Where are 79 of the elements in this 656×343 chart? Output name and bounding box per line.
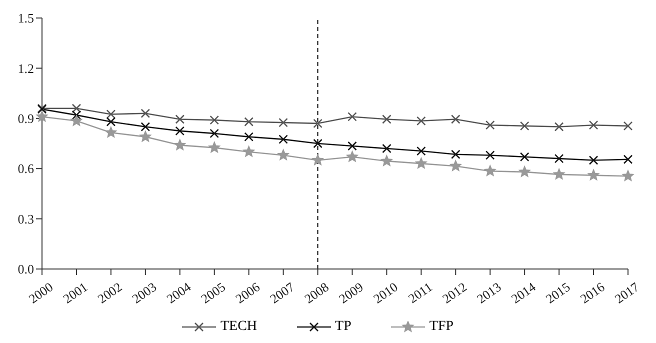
point <box>140 122 150 132</box>
legend-label: TFP <box>429 319 454 335</box>
point <box>174 140 186 150</box>
point <box>312 154 324 165</box>
point <box>210 128 220 138</box>
point <box>623 154 633 164</box>
point <box>71 115 82 126</box>
legend-label: TP <box>335 319 352 335</box>
point <box>278 134 288 144</box>
point <box>588 170 599 180</box>
point <box>382 114 392 124</box>
point <box>554 122 564 132</box>
point <box>450 114 460 124</box>
point <box>485 120 495 130</box>
point <box>519 166 530 177</box>
point <box>106 126 116 138</box>
x-tick-label: 2010 <box>370 279 400 306</box>
legend-label: TECH <box>220 319 258 335</box>
point <box>554 154 564 164</box>
point <box>554 168 564 180</box>
point <box>416 158 427 168</box>
x-tick-label: 2009 <box>336 279 366 306</box>
point <box>450 160 462 171</box>
x-tick-label: 2002 <box>94 279 125 306</box>
point <box>348 112 357 122</box>
point <box>348 141 357 151</box>
point <box>520 152 530 162</box>
x-tick-label: 2003 <box>129 279 160 306</box>
point <box>175 114 185 124</box>
y-tick-label: 0.6 <box>18 161 34 176</box>
point <box>588 120 598 130</box>
x-tick-label: 2004 <box>164 278 194 306</box>
x-tick-label: 2016 <box>577 278 608 306</box>
x-tick-label: 2005 <box>198 279 228 306</box>
point <box>36 111 48 122</box>
point <box>520 121 530 131</box>
y-tick-label: 0.3 <box>18 211 34 226</box>
point <box>244 132 254 142</box>
x-tick-label: 2015 <box>542 279 573 306</box>
point <box>210 115 220 125</box>
point <box>140 131 151 142</box>
x-tick-label: 2007 <box>267 278 298 306</box>
y-tick-label: 1.5 <box>18 10 34 26</box>
x-tick-label: 2017 <box>612 278 642 306</box>
point <box>416 146 426 156</box>
point <box>416 116 426 126</box>
point <box>313 118 322 128</box>
point <box>485 150 495 160</box>
y-tick-label: 1.2 <box>18 60 34 76</box>
point <box>484 165 496 176</box>
point <box>72 110 82 120</box>
point <box>278 118 288 128</box>
x-tick-label: 2012 <box>439 279 470 306</box>
y-tick-label: 0.0 <box>18 262 34 277</box>
point <box>243 146 254 157</box>
point <box>381 155 392 166</box>
point <box>382 144 392 154</box>
point <box>588 156 598 165</box>
point <box>450 150 460 160</box>
x-tick-label: 2008 <box>302 279 332 306</box>
y-tick-label: 0.9 <box>18 111 34 126</box>
x-tick-label: 2011 <box>405 279 435 306</box>
x-tick-label: 2014 <box>508 278 539 306</box>
x-tick-label: 2013 <box>474 279 504 306</box>
point <box>106 110 116 119</box>
point <box>140 108 150 118</box>
x-tick-label: 2006 <box>232 278 263 306</box>
point <box>346 151 358 162</box>
point <box>313 138 322 148</box>
point <box>208 142 220 152</box>
point <box>623 121 633 131</box>
point <box>278 150 289 160</box>
x-tick-label: 2001 <box>60 279 90 306</box>
point <box>244 117 254 126</box>
point <box>106 117 116 126</box>
point <box>72 104 82 114</box>
x-tick-label: 2000 <box>26 279 56 306</box>
point <box>622 170 634 181</box>
point <box>175 126 185 136</box>
